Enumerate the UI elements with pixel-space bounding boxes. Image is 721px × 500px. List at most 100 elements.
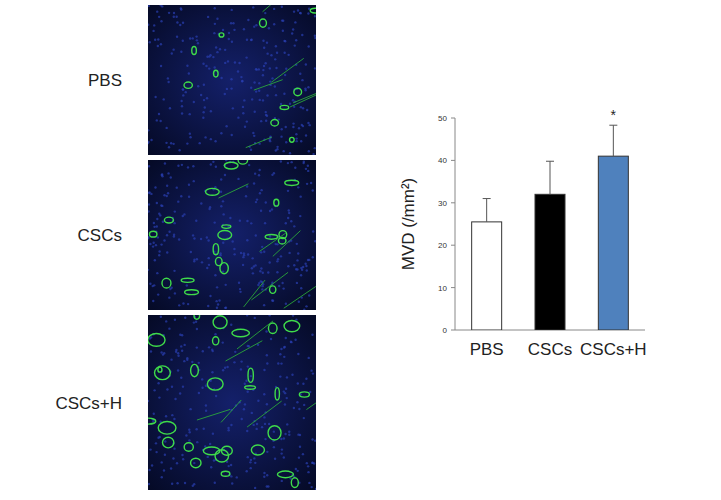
nucleus — [279, 353, 281, 355]
nucleus — [246, 239, 248, 241]
nucleus — [255, 428, 257, 430]
nucleus — [177, 355, 179, 357]
vessel — [218, 230, 232, 239]
nucleus — [263, 304, 265, 306]
vessel — [220, 263, 228, 274]
nucleus — [210, 163, 212, 165]
nucleus — [263, 369, 265, 371]
nucleus — [252, 6, 254, 8]
nucleus — [201, 261, 203, 263]
nucleus — [196, 258, 198, 260]
nucleus — [263, 416, 265, 418]
nucleus — [314, 37, 316, 39]
nucleus — [153, 222, 155, 224]
nucleus — [307, 170, 309, 172]
nucleus — [294, 44, 296, 46]
vessel — [181, 278, 194, 282]
nucleus — [169, 107, 171, 109]
nucleus — [310, 486, 312, 488]
nucleus — [189, 136, 191, 138]
nucleus — [160, 65, 162, 67]
nucleus — [166, 251, 168, 253]
y-tick-label: 10 — [438, 284, 447, 293]
nucleus — [230, 324, 232, 326]
nucleus — [173, 222, 175, 224]
nucleus — [219, 48, 221, 50]
nucleus — [213, 66, 215, 68]
nucleus — [304, 262, 306, 264]
vessel-strand — [197, 409, 230, 420]
nucleus — [283, 346, 285, 348]
nucleus — [230, 424, 232, 426]
nucleus — [228, 465, 230, 467]
nucleus — [154, 96, 156, 98]
nucleus — [170, 358, 172, 360]
nucleus — [156, 218, 158, 220]
nucleus — [152, 242, 154, 244]
nucleus — [156, 225, 158, 227]
nucleus — [178, 304, 180, 306]
nucleus — [243, 28, 245, 30]
nucleus — [148, 24, 149, 26]
nucleus — [185, 434, 187, 436]
nucleus — [155, 442, 157, 444]
vessel — [275, 388, 279, 400]
nucleus — [314, 35, 316, 37]
y-tick — [451, 118, 455, 119]
nucleus — [296, 401, 298, 403]
bar — [472, 222, 502, 330]
nucleus — [292, 99, 294, 101]
nucleus — [254, 462, 256, 464]
nucleus — [222, 29, 224, 31]
nucleus — [192, 485, 194, 487]
nucleus — [264, 62, 266, 64]
vessel — [285, 180, 299, 185]
nucleus — [244, 403, 246, 405]
nucleus — [272, 300, 274, 302]
nucleus — [283, 40, 285, 42]
nucleus — [216, 286, 218, 288]
error-bar — [483, 199, 491, 222]
nucleus — [186, 284, 188, 286]
nucleus — [156, 119, 158, 121]
nucleus — [196, 346, 198, 348]
nucleus — [240, 368, 242, 370]
nucleus — [180, 100, 182, 102]
vessel — [290, 137, 295, 142]
nucleus — [217, 303, 219, 305]
nucleus — [266, 115, 268, 117]
vessel — [162, 437, 173, 448]
nucleus — [302, 266, 304, 268]
nucleus — [203, 428, 205, 430]
nucleus — [275, 67, 277, 69]
y-axis — [455, 118, 456, 330]
nucleus — [276, 146, 278, 148]
nucleus — [260, 267, 262, 269]
nucleus — [296, 268, 298, 270]
nucleus — [259, 192, 261, 194]
nucleus — [230, 475, 232, 477]
nucleus — [180, 345, 182, 347]
nucleus — [308, 150, 310, 152]
nucleus — [280, 103, 282, 105]
nucleus — [313, 462, 315, 464]
nucleus — [215, 46, 217, 48]
nucleus — [181, 164, 183, 166]
nucleus — [167, 172, 169, 174]
nucleus — [154, 186, 156, 188]
nucleus — [251, 412, 253, 414]
nucleus — [253, 457, 255, 459]
nucleus — [298, 301, 300, 303]
vessel-strand — [226, 341, 263, 361]
nucleus — [224, 174, 226, 176]
nucleus — [207, 456, 209, 458]
nucleus — [159, 120, 161, 122]
nucleus — [286, 397, 288, 399]
nucleus — [260, 251, 262, 253]
nucleus — [311, 438, 313, 440]
error-cap — [609, 125, 617, 126]
vessel — [158, 367, 162, 372]
nucleus — [148, 237, 149, 239]
nucleus — [255, 201, 257, 203]
nucleus — [184, 482, 186, 484]
